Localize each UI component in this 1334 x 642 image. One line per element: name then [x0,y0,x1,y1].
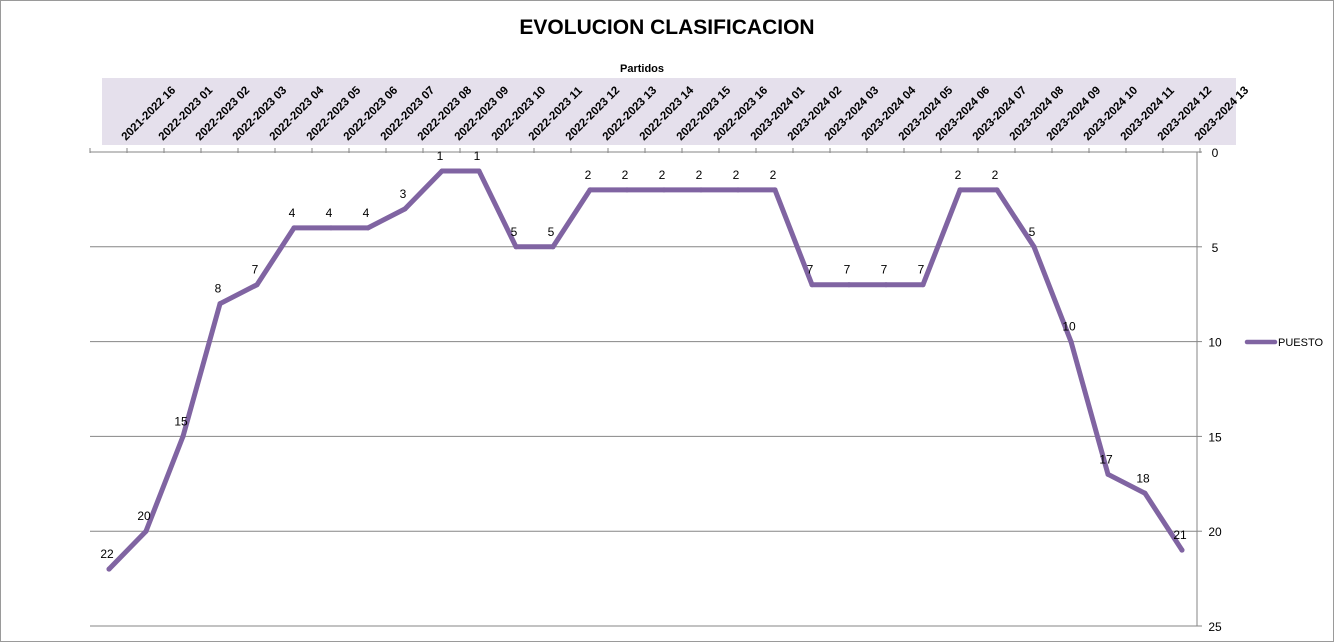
data-point [661,187,667,193]
data-label: 17 [1099,452,1113,466]
data-point [624,187,630,193]
data-point [1068,339,1074,345]
data-label: 4 [363,206,370,220]
data-label: 4 [326,206,333,220]
data-label: 5 [548,225,555,239]
data-label: 15 [174,414,188,428]
data-point [254,282,260,288]
data-label: 7 [844,263,851,277]
x-axis-title: Partidos [620,63,664,75]
data-point [513,244,519,250]
data-label: 5 [1029,225,1036,239]
y-tick-label: 10 [1208,336,1222,350]
data-point [587,187,593,193]
data-point [772,187,778,193]
series-line-puesto [106,168,1185,572]
data-label: 2 [585,168,592,182]
data-point [1179,547,1185,553]
data-point [735,187,741,193]
chart-title: EVOLUCION CLASIFICACION [519,16,814,39]
data-point [365,225,371,231]
data-point [846,282,852,288]
y-tick-label: 5 [1212,241,1219,255]
data-point [1031,244,1037,250]
data-label: 3 [400,187,407,201]
y-tick-label: 25 [1208,620,1222,634]
data-point [883,282,889,288]
y-tick-label: 15 [1208,430,1222,444]
data-point [180,433,186,439]
gridlines [90,246,1197,627]
category-axis-band [102,78,1236,145]
data-label: 5 [511,225,518,239]
data-point [476,168,482,174]
data-label: 10 [1062,320,1076,334]
data-label: 7 [881,263,888,277]
data-label: 2 [955,168,962,182]
data-point [402,206,408,212]
data-label: 4 [289,206,296,220]
data-point [920,282,926,288]
data-point [550,244,556,250]
data-point [143,528,149,534]
y-axis: 0 5 10 15 20 25 [1196,146,1222,634]
data-point [439,168,445,174]
data-label: 7 [252,263,259,277]
data-label: 2 [696,168,703,182]
data-label: 7 [918,263,925,277]
data-label: 2 [622,168,629,182]
data-point [698,187,704,193]
data-label: 1 [474,149,481,163]
data-label: 22 [100,547,114,561]
data-point [1142,490,1148,496]
data-point [291,225,297,231]
y-tick-label: 20 [1208,525,1222,539]
data-point [106,566,112,572]
data-label: 2 [770,168,777,182]
data-point [994,187,1000,193]
legend: PUESTO [1244,337,1323,349]
data-point [957,187,963,193]
data-label: 2 [659,168,666,182]
data-point [217,301,223,307]
data-label: 2 [733,168,740,182]
data-point [328,225,334,231]
data-label: 1 [437,149,444,163]
data-point [809,282,815,288]
y-tick-label: 0 [1212,146,1219,160]
series-layer [106,168,1185,572]
data-point [1105,471,1111,477]
data-label: 20 [137,509,151,523]
legend-label: PUESTO [1278,337,1323,349]
data-label: 2 [992,168,999,182]
data-label: 21 [1173,528,1187,542]
data-label: 18 [1136,471,1150,485]
data-label: 7 [807,263,814,277]
data-label: 8 [215,282,222,296]
